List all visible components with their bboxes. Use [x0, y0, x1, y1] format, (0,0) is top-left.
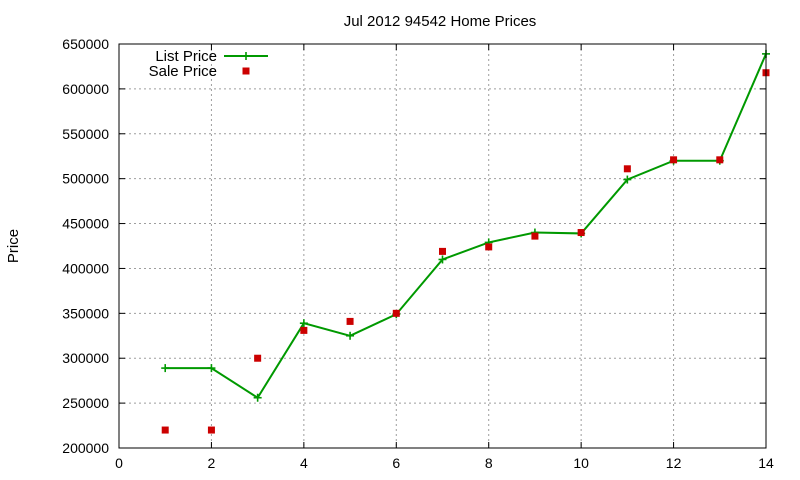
- legend-label: Sale Price: [149, 63, 217, 80]
- sale-price-point: [300, 326, 308, 334]
- y-tick-label: 500000: [62, 171, 109, 187]
- sale-price-point: [577, 229, 585, 237]
- sale-price-point: [716, 156, 724, 164]
- x-tick-label: 6: [392, 455, 400, 471]
- sale-price-point: [531, 232, 539, 240]
- list-price-point: [161, 364, 170, 373]
- x-tick-label: 4: [300, 455, 308, 471]
- y-axis-label: Price: [5, 229, 22, 263]
- x-tick-label: 10: [573, 455, 589, 471]
- sale-price-point: [439, 247, 446, 255]
- y-tick-label: 550000: [62, 126, 109, 142]
- y-tick-label: 400000: [62, 260, 109, 276]
- list-price-point: [253, 393, 262, 402]
- y-tick-label: 650000: [62, 36, 109, 52]
- x-tick-label: 12: [666, 455, 682, 471]
- plot-frame: [118, 43, 767, 449]
- y-tick-label: 450000: [62, 216, 109, 232]
- legend-swatch-marker: [242, 52, 250, 60]
- y-tick-label: 600000: [62, 81, 109, 97]
- sale-price-point: [207, 426, 215, 434]
- axis-ticks: 200000 250000 300000 350000 400000 450000 5000…: [62, 36, 774, 471]
- sale-price-point: [346, 317, 354, 325]
- sale-price-point: [161, 426, 169, 434]
- y-tick-label: 300000: [62, 350, 109, 366]
- series-0: [161, 49, 770, 402]
- legend-label: List Price: [155, 48, 217, 65]
- y-tick-label: 250000: [62, 395, 109, 411]
- x-tick-label: 0: [115, 455, 123, 471]
- sale-price-point: [485, 243, 493, 251]
- plot-series: [161, 49, 770, 434]
- y-tick-label: 200000: [62, 440, 109, 456]
- list-price-point: [346, 331, 355, 340]
- sale-price-point: [670, 156, 678, 164]
- list-price-point: [623, 175, 632, 184]
- list-price-point: [299, 319, 308, 328]
- list-price-point: [438, 255, 447, 264]
- legend-item-0: List Price: [155, 48, 268, 65]
- x-tick-label: 8: [485, 455, 493, 471]
- chart-title: Jul 2012 94542 Home Prices: [344, 13, 537, 30]
- x-tick-label: 2: [208, 455, 216, 471]
- sale-price-point: [254, 354, 262, 362]
- x-tick-label: 14: [758, 455, 774, 471]
- sale-price-point: [392, 309, 400, 317]
- legend-swatch-marker: [242, 67, 250, 75]
- y-tick-label: 350000: [62, 305, 109, 321]
- list-price-point: [207, 364, 216, 373]
- grid: [118, 43, 767, 449]
- sale-price-point: [623, 165, 631, 173]
- list-price-line: [165, 53, 767, 400]
- legend-item-1: Sale Price: [149, 63, 250, 80]
